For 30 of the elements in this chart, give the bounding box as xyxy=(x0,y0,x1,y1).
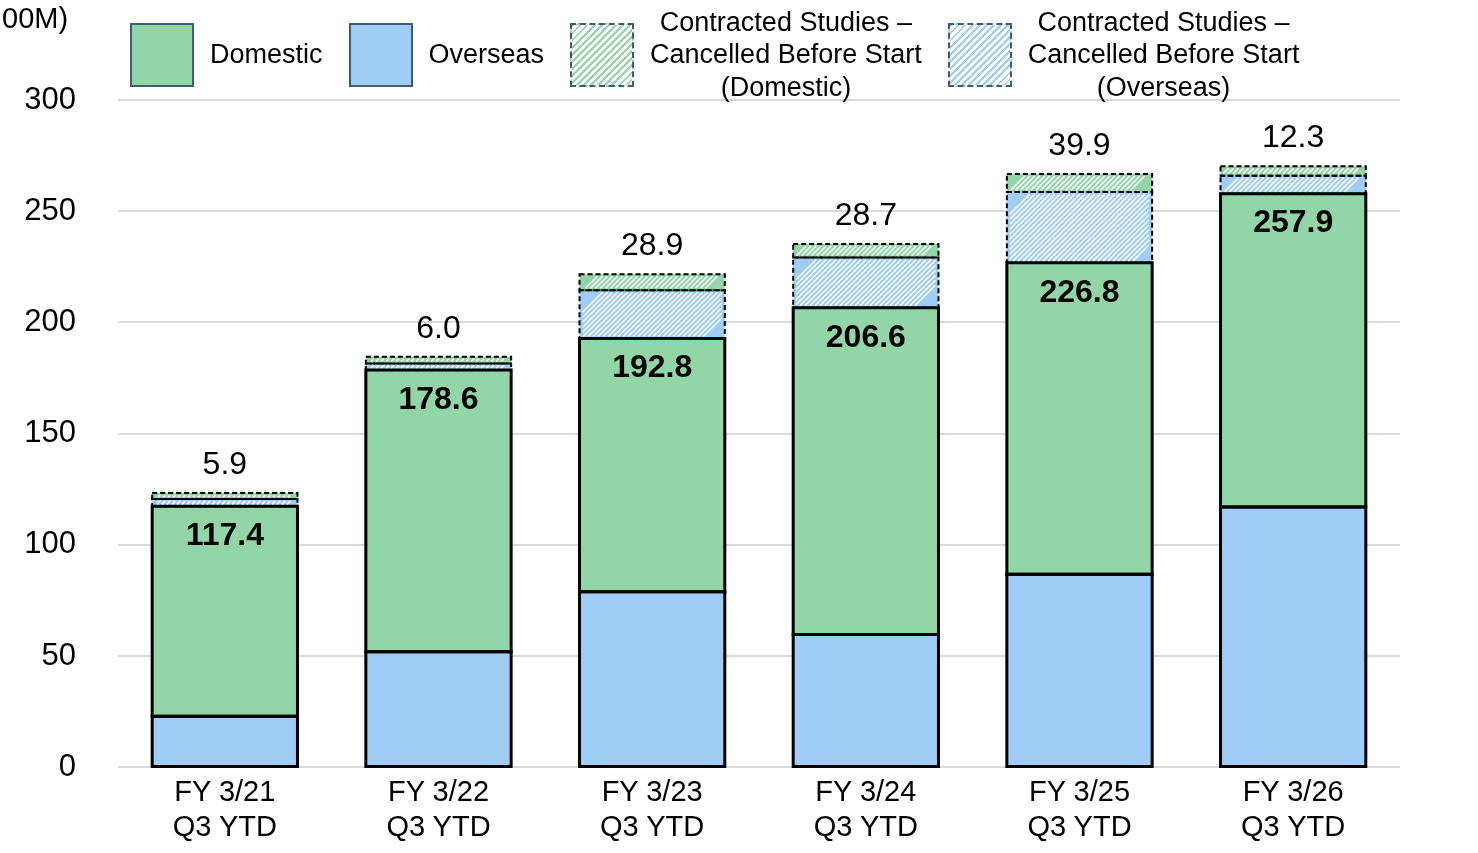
legend-label: Contracted Studies – Cancelled Before Start (Domestic) xyxy=(650,6,922,104)
x-tick-label: FY 3/24 Q3 YTD xyxy=(813,774,918,842)
annotation: 257.9 xyxy=(1253,203,1334,240)
x-tick-label: FY 3/23 Q3 YTD xyxy=(600,774,705,842)
y-tick-label: 250 xyxy=(24,191,76,227)
x-tick-label: FY 3/25 Q3 YTD xyxy=(1027,774,1132,842)
annotation: 117.4 xyxy=(185,516,265,553)
annotation: 206.6 xyxy=(825,317,906,354)
annotation: 28.9 xyxy=(621,226,684,263)
annotation: 178.6 xyxy=(398,379,479,416)
annotation: 39.9 xyxy=(1048,125,1111,162)
y-tick-label: 150 xyxy=(24,414,76,450)
annotation: 226.8 xyxy=(1039,272,1120,309)
y-tick-label: 300 xyxy=(24,80,76,116)
annotation: 28.7 xyxy=(834,195,897,232)
y-axis-title: 00M) xyxy=(2,2,69,35)
annotation: 12.3 xyxy=(1262,118,1325,155)
annotation: 6.0 xyxy=(416,308,461,345)
y-tick-label: 0 xyxy=(58,747,76,783)
annotation: 5.9 xyxy=(202,444,248,481)
annotation: 192.8 xyxy=(612,348,693,385)
legend-label: Overseas xyxy=(428,38,545,71)
y-tick-label: 100 xyxy=(24,525,76,561)
legend-label: Domestic xyxy=(210,38,323,71)
x-tick-label: FY 3/22 Q3 YTD xyxy=(386,774,491,842)
y-tick-label: 50 xyxy=(41,636,76,672)
legend-label: Contracted Studies – Cancelled Before Start (Overseas) xyxy=(1027,6,1300,104)
x-tick-label: FY 3/26 Q3 YTD xyxy=(1241,774,1346,842)
x-tick-label: FY 3/21 Q3 YTD xyxy=(172,774,277,842)
y-tick-label: 200 xyxy=(24,303,76,339)
